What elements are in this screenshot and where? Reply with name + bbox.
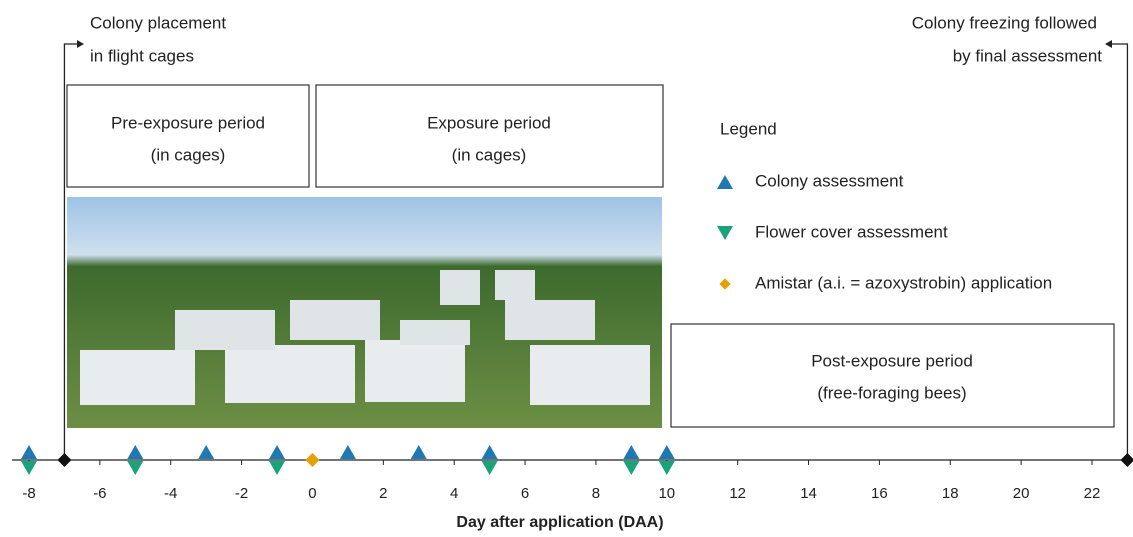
event-marker bbox=[57, 453, 72, 467]
tick-label: -8 bbox=[22, 485, 35, 502]
period-label: Pre-exposure period bbox=[111, 113, 265, 132]
period-box bbox=[670, 323, 1115, 428]
event-marker bbox=[1120, 453, 1133, 467]
arrow-head bbox=[1105, 40, 1112, 48]
event-marker bbox=[623, 461, 640, 475]
tick-label: 22 bbox=[1084, 485, 1101, 502]
event-marker bbox=[658, 461, 675, 475]
event-marker bbox=[481, 461, 498, 475]
legend-label: Amistar (a.i. = azoxystrobin) applicatio… bbox=[755, 273, 1052, 292]
event-marker bbox=[305, 453, 320, 467]
tick-label: 4 bbox=[450, 485, 458, 502]
event-marker bbox=[127, 445, 144, 459]
tick-label: 16 bbox=[871, 485, 888, 502]
period-label: (free-foraging bees) bbox=[817, 383, 966, 402]
period-label: Post-exposure period bbox=[811, 351, 973, 370]
event-arrow bbox=[1111, 43, 1129, 460]
legend-label: Colony assessment bbox=[755, 171, 904, 190]
event-marker bbox=[269, 461, 286, 475]
tick-label: 18 bbox=[942, 485, 959, 502]
event-marker bbox=[21, 445, 37, 459]
event-label: by final assessment bbox=[953, 46, 1103, 65]
tick-label: -4 bbox=[164, 485, 177, 502]
field-photo bbox=[67, 197, 662, 428]
tick-label: 6 bbox=[521, 485, 529, 502]
legend-symbol bbox=[719, 278, 731, 290]
tick-label: 2 bbox=[379, 485, 387, 502]
tick-label: -6 bbox=[93, 485, 106, 502]
period-box bbox=[66, 84, 310, 188]
event-marker bbox=[339, 445, 356, 459]
event-arrow bbox=[63, 43, 78, 460]
period-label: (in cages) bbox=[452, 145, 527, 164]
axis-title: Day after application (DAA) bbox=[456, 514, 663, 531]
event-marker bbox=[269, 445, 286, 459]
tick-label: 12 bbox=[729, 485, 746, 502]
event-marker bbox=[623, 445, 640, 459]
event-marker bbox=[658, 445, 675, 459]
tick-label: -2 bbox=[235, 485, 248, 502]
arrow-head bbox=[77, 40, 84, 48]
event-label: Colony freezing followed bbox=[912, 13, 1097, 32]
event-marker bbox=[127, 461, 144, 475]
event-marker bbox=[21, 461, 37, 475]
legend-title: Legend bbox=[720, 119, 777, 138]
tick-label: 10 bbox=[658, 485, 675, 502]
event-marker bbox=[410, 445, 427, 459]
legend-symbol bbox=[717, 175, 733, 189]
period-box bbox=[315, 84, 664, 188]
tick-label: 0 bbox=[308, 485, 316, 502]
legend-symbol bbox=[717, 226, 733, 240]
event-label: in flight cages bbox=[90, 46, 194, 65]
period-label: Exposure period bbox=[427, 113, 551, 132]
tick-label: 20 bbox=[1013, 485, 1030, 502]
legend-label: Flower cover assessment bbox=[755, 222, 948, 241]
event-marker bbox=[481, 445, 498, 459]
event-label: Colony placement bbox=[90, 13, 226, 32]
period-label: (in cages) bbox=[151, 145, 226, 164]
tick-label: 14 bbox=[800, 485, 817, 502]
tick-label: 8 bbox=[592, 485, 600, 502]
event-marker bbox=[198, 445, 215, 459]
